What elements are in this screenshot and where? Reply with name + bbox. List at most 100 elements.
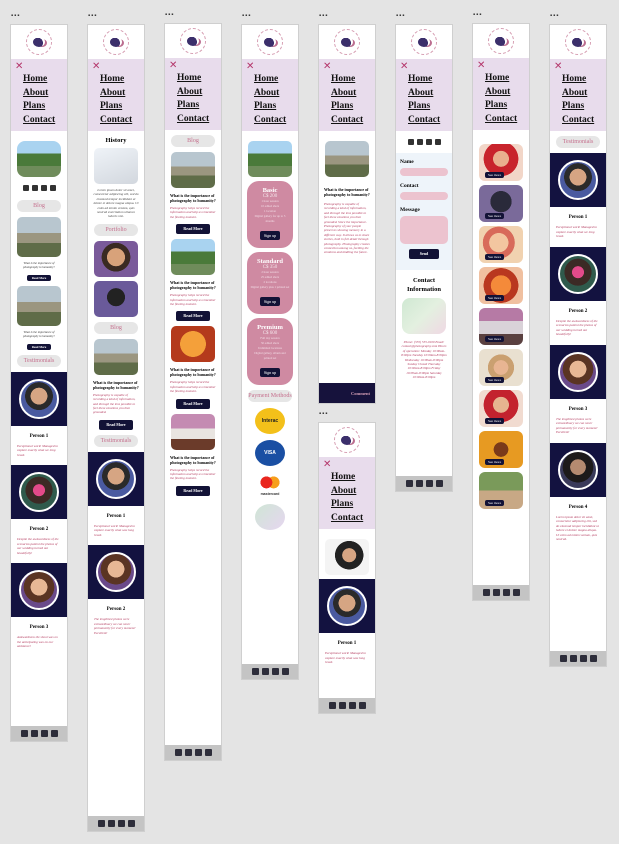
frame-home[interactable]: ✕ Home About Plans Contact Blog What is … [11,25,67,741]
nav-plans[interactable]: Plans [100,101,123,111]
facebook-icon[interactable] [22,185,29,191]
nav-contact[interactable]: Contact [177,113,210,124]
nav-home[interactable]: Home [254,74,279,84]
frame-testimonials-short[interactable]: ✕ Home About Plans Contact Person 1 Exce… [319,423,375,713]
frame-gallery[interactable]: ✕ Home About Plans Contact See more See … [473,24,529,600]
frame-about[interactable]: ✕ Home About Plans Contact History Lorem… [88,25,144,831]
see-more-button[interactable]: See more [485,336,505,342]
linkedin-icon[interactable] [425,139,432,145]
frame-plans[interactable]: ✕ Home About Plans Contact Basic C$ 200 … [242,25,298,679]
logo[interactable] [473,24,529,58]
instagram-icon[interactable] [107,820,115,827]
facebook-icon[interactable] [407,139,414,145]
instagram-icon[interactable] [31,185,38,191]
frame-testimonials[interactable]: ✕ Home About Plans Contact Testimonials … [550,25,606,666]
logo[interactable] [165,24,221,58]
youtube-icon[interactable] [50,730,58,737]
see-more-button[interactable]: See more [485,172,505,178]
nav-about[interactable]: About [100,87,126,98]
nav-plans[interactable]: Plans [331,499,354,509]
instagram-icon[interactable] [416,139,423,145]
gallery-item[interactable]: See more [479,390,523,427]
youtube-icon[interactable] [589,655,597,662]
nav-plans[interactable]: Plans [177,100,200,110]
linkedin-icon[interactable] [271,668,279,675]
nav-home[interactable]: Home [177,73,202,83]
nav-home[interactable]: Home [100,74,125,84]
logo[interactable] [88,25,144,59]
nav-home[interactable]: Home [408,74,433,84]
instagram-icon[interactable] [492,589,500,596]
nav-home[interactable]: Home [23,74,48,84]
close-icon[interactable]: ✕ [323,61,332,72]
frame-contact[interactable]: ✕ Home About Plans Contact Name Contact … [396,25,452,491]
nav-contact[interactable]: Contact [254,114,287,125]
see-more-button[interactable]: See more [485,459,505,465]
close-icon[interactable]: ✕ [400,61,409,72]
gallery-item[interactable]: See more [479,308,523,345]
facebook-icon[interactable] [97,820,105,827]
linkedin-icon[interactable] [117,820,125,827]
gallery-item[interactable]: See more [479,349,523,386]
nav-plans[interactable]: Plans [331,101,354,111]
linkedin-icon[interactable] [194,749,202,756]
logo[interactable] [319,423,375,457]
linkedin-icon[interactable] [40,185,47,191]
frame-blog[interactable]: ✕ Home About Plans Contact Blog What is … [165,24,221,760]
youtube-icon[interactable] [512,589,520,596]
nav-contact[interactable]: Contact [100,114,133,125]
logo[interactable] [11,25,67,59]
youtube-icon[interactable] [358,702,366,709]
blog-thumbnail[interactable] [171,326,215,363]
close-icon[interactable]: ✕ [554,61,563,72]
close-icon[interactable]: ✕ [92,61,101,72]
close-icon[interactable]: ✕ [15,61,24,72]
sign-up-button[interactable]: Sign up [259,297,281,306]
linkedin-icon[interactable] [348,702,356,709]
read-more-button[interactable]: Read More [176,398,210,409]
nav-home[interactable]: Home [331,472,356,482]
sign-up-button[interactable]: Sign up [259,231,281,240]
see-more-button[interactable]: See more [485,377,505,383]
facebook-icon[interactable] [328,702,336,709]
blog-thumbnail[interactable] [17,217,61,257]
logo[interactable] [396,25,452,59]
nav-contact[interactable]: Contact [485,113,518,124]
read-more-button[interactable]: Read More [99,419,133,430]
gallery-item[interactable]: See more [479,185,523,222]
nav-about[interactable]: About [408,87,434,98]
portfolio-image[interactable] [94,280,138,317]
instagram-icon[interactable] [184,749,192,756]
youtube-icon[interactable] [49,185,56,191]
map-image[interactable] [402,298,446,334]
facebook-icon[interactable] [405,480,413,487]
read-more-button[interactable]: Read More [27,343,51,350]
read-more-button[interactable]: Read More [176,311,210,322]
contact-field[interactable] [400,192,448,200]
youtube-icon[interactable] [127,820,135,827]
nav-plans[interactable]: Plans [408,101,431,111]
nav-about[interactable]: About [254,87,280,98]
linkedin-icon[interactable] [502,589,510,596]
sign-up-button[interactable]: Sign up [259,368,281,377]
linkedin-icon[interactable] [579,655,587,662]
read-more-button[interactable]: Read More [176,485,210,496]
instagram-icon[interactable] [569,655,577,662]
nav-plans[interactable]: Plans [485,100,508,110]
instagram-icon[interactable] [261,668,269,675]
see-more-button[interactable]: See more [485,500,505,506]
gallery-item[interactable]: See more [479,431,523,468]
facebook-icon[interactable] [559,655,567,662]
instagram-icon[interactable] [415,480,423,487]
facebook-icon[interactable] [482,589,490,596]
blog-thumbnail[interactable] [171,413,215,450]
see-more-button[interactable]: See more [485,213,505,219]
nav-plans[interactable]: Plans [23,101,46,111]
nav-contact[interactable]: Contact [408,114,441,125]
facebook-icon[interactable] [174,749,182,756]
nav-about[interactable]: About [177,86,203,97]
nav-home[interactable]: Home [485,73,510,83]
blog-thumbnail[interactable] [171,152,215,188]
gallery-item[interactable]: See more [479,144,523,181]
logo[interactable] [319,25,375,59]
